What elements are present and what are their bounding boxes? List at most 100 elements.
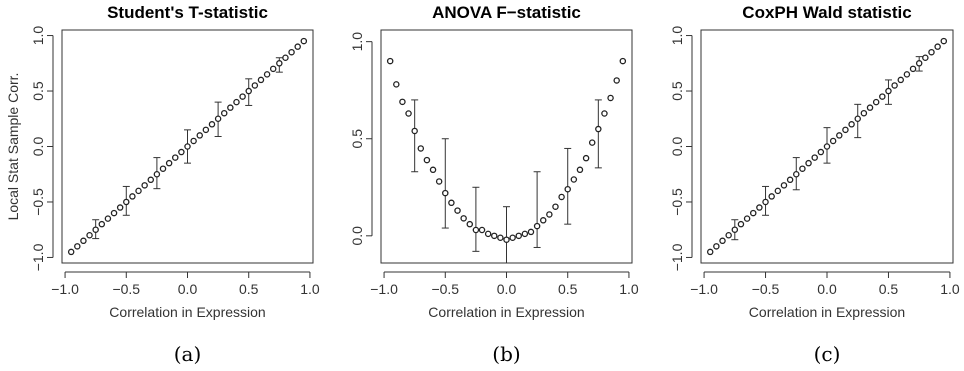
chart-2-data-point [811, 154, 818, 161]
chart-2-y-tick-label: 1.0 [669, 26, 685, 46]
chart-0-data-point [263, 71, 271, 78]
chart-1-caption: (b) [492, 342, 520, 366]
chart-0-data-point [141, 182, 148, 189]
chart-2-data-point [749, 209, 757, 217]
chart-0-data-point [80, 237, 87, 245]
chart-2-x-tick-label: 1.0 [940, 281, 960, 297]
chart-2-data-point [817, 148, 825, 156]
chart-1-data-point [484, 230, 492, 238]
chart-0-data-point [123, 198, 130, 206]
chart-1-data-point [497, 234, 504, 242]
chart-2-data-point [719, 237, 726, 245]
chart-2-data-point [885, 87, 892, 95]
chart-0-data-point [196, 132, 203, 139]
chart-0-data-point [86, 232, 93, 239]
chart-0-data-point [153, 170, 161, 178]
chart-2-x-tick-label: −1.0 [690, 281, 718, 297]
chart-1-data-point [478, 226, 486, 234]
chart-2-data-point [879, 93, 886, 100]
chart-0-data-point [104, 215, 112, 222]
chart-1-data-point [411, 127, 418, 135]
chart-1-x-axis-label: Correlation in Expression [428, 304, 584, 320]
chart-0-data-point [184, 143, 191, 150]
chart-2-data-point [842, 126, 849, 134]
chart-0-data-point [98, 220, 106, 228]
chart-0-data-point [214, 115, 222, 123]
chart-2-data-point [786, 176, 794, 184]
chart-1-error-bar [594, 99, 602, 169]
chart-0-data-point [67, 248, 75, 256]
chart-2-x-tick-label: −0.5 [752, 281, 780, 297]
chart-1-data-point [546, 211, 553, 218]
chart-2-data-point [940, 37, 948, 45]
chart-2-data-point [737, 220, 745, 228]
chart-1-data-point [619, 57, 627, 65]
chart-1-x-tick-label: −1.0 [370, 281, 398, 297]
chart-2-data-point [860, 109, 868, 117]
chart-0-data-point [159, 165, 167, 172]
chart-2-data-point [903, 71, 911, 78]
chart-0-data-point [172, 154, 179, 161]
chart-0-y-tick-label: 1.0 [30, 26, 46, 46]
chart-1-x-tick-label: 0.0 [497, 281, 517, 297]
chart-1-data-point [399, 98, 406, 106]
chart-1-title: ANOVA F−statistic [432, 3, 581, 22]
chart-2-data-point [897, 76, 905, 84]
chart-1-x-tick-label: 1.0 [619, 281, 639, 297]
chart-2-title: CoxPH Wald statistic [742, 3, 911, 22]
chart-2-data-point [774, 187, 782, 195]
chart-0-data-point [245, 87, 252, 95]
chart-0-data-point [288, 48, 295, 56]
chart-1-error-bar [503, 206, 510, 264]
chart-1-data-point [521, 230, 529, 238]
chart-2-data-point [891, 82, 898, 89]
chart-2-data-point [872, 98, 880, 106]
chart-0-title: Student's T-statistic [107, 3, 268, 22]
chart-0-data-point [135, 187, 142, 195]
chart-0-data-point [202, 126, 210, 134]
chart-0-x-tick-label: 1.0 [300, 281, 320, 297]
chart-1-data-point [533, 222, 541, 230]
panel-c: CoxPH Wald statistic −1.0 −0.5 0.0 0.5 1.0 −1.… [669, 3, 960, 366]
chart-0-x-tick-label: 0.0 [178, 281, 198, 297]
chart-0-data-point [276, 60, 283, 67]
chart-1-data-point [558, 193, 565, 201]
chart-1-data-point [582, 154, 590, 162]
chart-0-data-point [294, 43, 301, 50]
chart-0-data-point [269, 65, 277, 73]
chart-2-data-point [768, 193, 775, 200]
panel-a: Student's T-statistic −1.0 −0.5 0.0 0.5 1.0 −1… [5, 3, 320, 366]
chart-2-data-point [762, 198, 769, 206]
chart-1-data-point [423, 156, 431, 164]
chart-0-data-point [74, 243, 81, 250]
chart-0-y-tick-label: −1.0 [30, 243, 46, 271]
chart-1-data-point [613, 77, 620, 84]
chart-2-data-point [805, 159, 812, 167]
chart-2-caption: (c) [814, 342, 841, 366]
chart-1-data-point [386, 57, 394, 65]
chart-1-data-point [405, 110, 412, 117]
chart-0-caption: (a) [174, 342, 202, 366]
chart-1-data-point [503, 236, 510, 243]
chart-0-plot-frame [61, 29, 314, 264]
chart-1-error-bar [441, 138, 449, 229]
chart-0-data-point [227, 104, 234, 111]
chart-1-data-point [393, 81, 400, 88]
chart-1-data-point [454, 207, 461, 214]
chart-1-x-tick-label: 0.5 [558, 281, 578, 297]
chart-0-y-tick-label: 0.5 [30, 81, 46, 101]
chart-2-data-point [793, 170, 800, 178]
chart-2-plot-frame [700, 29, 954, 264]
chart-1-data-point [491, 232, 498, 240]
chart-2-data-point [706, 248, 714, 256]
chart-0-data-point [178, 148, 185, 156]
chart-1-error-bar [533, 171, 541, 248]
chart-0-data-point [239, 93, 246, 100]
chart-2-x-tick-label: 0.0 [817, 281, 837, 297]
chart-0-data-point [220, 109, 228, 117]
chart-1-x-tick-label: −0.5 [431, 281, 459, 297]
chart-2-x-tick-label: 0.5 [879, 281, 899, 297]
chart-0-x-tick-label: −0.5 [112, 281, 140, 297]
chart-2-data-point [799, 165, 806, 172]
